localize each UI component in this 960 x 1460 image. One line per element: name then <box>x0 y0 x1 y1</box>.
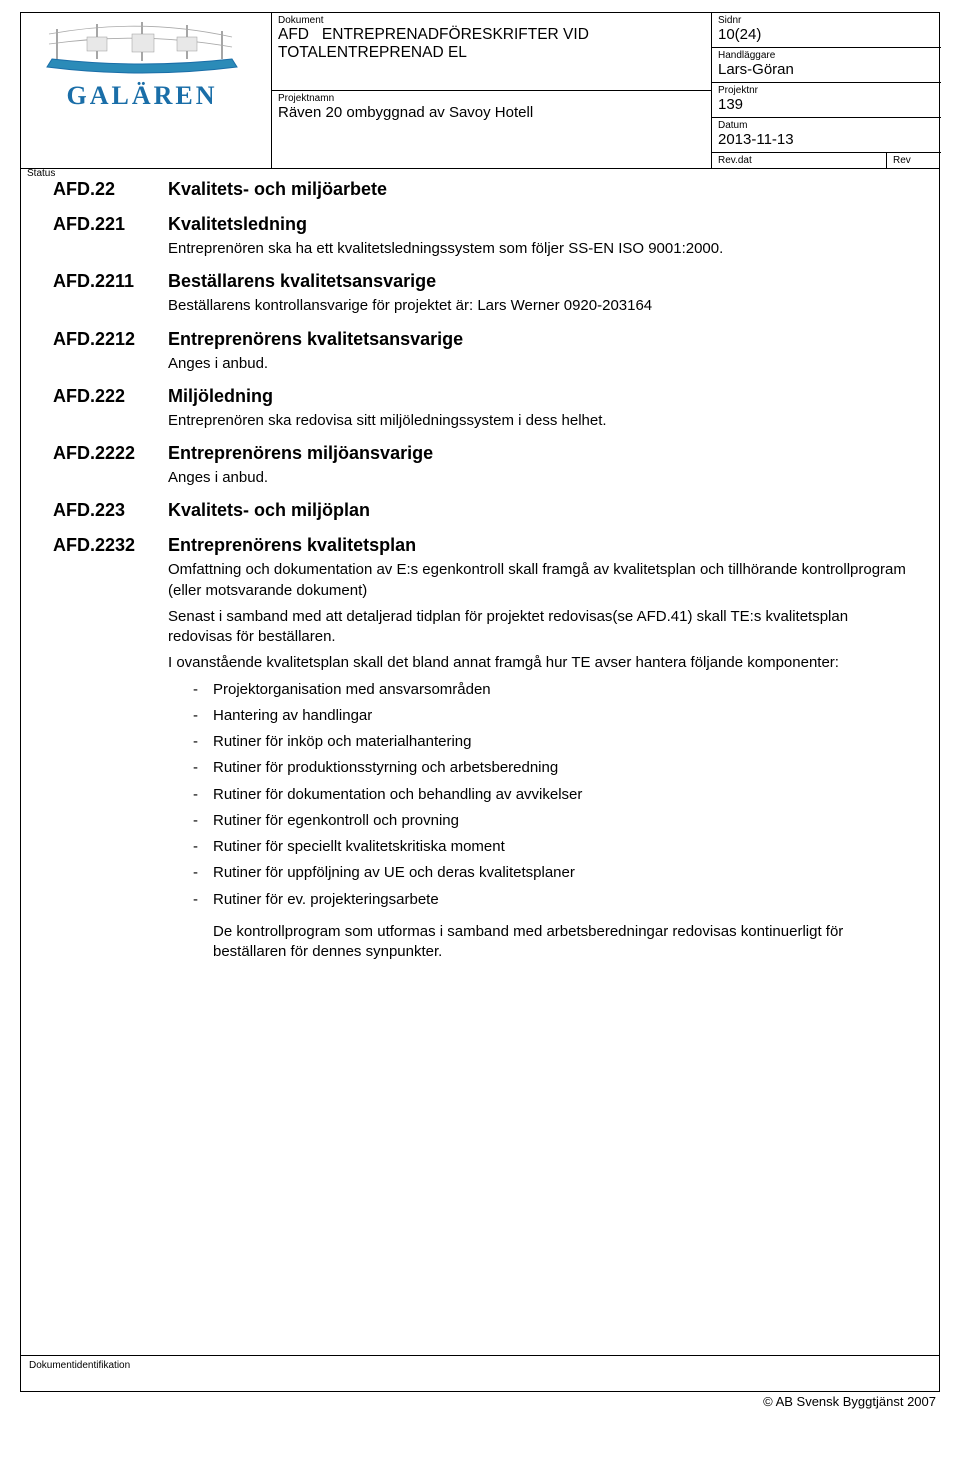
section-afd222: AFD.222 Miljöledning <box>53 386 907 407</box>
paragraph: De kontrollprogram som utformas i samban… <box>213 922 907 963</box>
section-afd223: AFD.223 Kvalitets- och miljöplan <box>53 500 907 521</box>
section-code: AFD.221 <box>53 214 168 235</box>
sidnr-label: Sidnr <box>718 15 935 26</box>
section-title: Kvalitets- och miljöplan <box>168 500 370 521</box>
revdat-label: Rev.dat <box>718 155 880 166</box>
datum-value: 2013-11-13 <box>718 131 935 148</box>
list-item: Rutiner för produktionsstyrning och arbe… <box>213 758 907 778</box>
projektnr-label: Projektnr <box>718 85 935 96</box>
content-area: AFD.22 Kvalitets- och miljöarbete AFD.22… <box>21 169 939 978</box>
section-code: AFD.22 <box>53 179 168 200</box>
section-afd2222: AFD.2222 Entreprenörens miljöansvarige <box>53 443 907 464</box>
footer: Dokumentidentifikation <box>21 1355 939 1391</box>
paragraph: Anges i anbud. <box>168 354 907 374</box>
section-title: Kvalitets- och miljöarbete <box>168 179 387 200</box>
section-afd221: AFD.221 Kvalitetsledning <box>53 214 907 235</box>
revdat-cell: Rev.dat Rev <box>712 153 941 168</box>
section-title: Beställarens kvalitetsansvarige <box>168 271 436 292</box>
header: GALÄREN Dokument AFD ENTREPRENADFÖRESKRI… <box>21 13 939 169</box>
handlaggare-value: Lars-Göran <box>718 61 935 78</box>
section-title: Entreprenörens kvalitetsansvarige <box>168 329 463 350</box>
section-afd2212: AFD.2212 Entreprenörens kvalitetsansvari… <box>53 329 907 350</box>
list-item: Rutiner för egenkontroll och provning <box>213 811 907 831</box>
projektnr-value: 139 <box>718 96 935 113</box>
header-right-column: Sidnr 10(24) Handläggare Lars-Göran Proj… <box>711 13 941 168</box>
rev-label: Rev <box>893 155 935 166</box>
handlaggare-cell: Handläggare Lars-Göran <box>712 48 941 83</box>
section-code: AFD.223 <box>53 500 168 521</box>
list-item: Projektorganisation med ansvarsområden <box>213 680 907 700</box>
projektnamn-label: Projektnamn <box>278 93 705 104</box>
paragraph: Beställarens kontrollansvarige för proje… <box>168 296 907 316</box>
datum-cell: Datum 2013-11-13 <box>712 118 941 153</box>
paragraph: Entreprenören ska redovisa sitt miljöled… <box>168 411 907 431</box>
paragraph: I ovanstående kvalitetsplan skall det bl… <box>168 653 907 673</box>
list-item: Hantering av handlingar <box>213 706 907 726</box>
list-item: Rutiner för ev. projekteringsarbete <box>213 890 907 910</box>
projektnr-cell: Projektnr 139 <box>712 83 941 118</box>
paragraph: Entreprenören ska ha ett kvalitetslednin… <box>168 239 907 259</box>
section-code: AFD.2222 <box>53 443 168 464</box>
copyright-text: © AB Svensk Byggtjänst 2007 <box>20 1394 940 1409</box>
section-title: Entreprenörens miljöansvarige <box>168 443 433 464</box>
paragraph: Senast i samband med att detaljerad tidp… <box>168 607 907 648</box>
section-title: Miljöledning <box>168 386 273 407</box>
section-afd2211: AFD.2211 Beställarens kvalitetsansvarige <box>53 271 907 292</box>
header-middle-column: Dokument AFD ENTREPRENADFÖRESKRIFTER VID… <box>271 13 711 168</box>
logo-box: GALÄREN <box>27 19 257 115</box>
logo-text: GALÄREN <box>27 79 257 115</box>
ship-icon <box>27 19 257 79</box>
page-frame: GALÄREN Dokument AFD ENTREPRENADFÖRESKRI… <box>20 12 940 1392</box>
section-code: AFD.222 <box>53 386 168 407</box>
paragraph: Omfattning och dokumentation av E:s egen… <box>168 560 907 601</box>
dokument-label: Dokument <box>278 15 705 26</box>
status-label: Status <box>27 168 55 179</box>
dokument-value: AFD ENTREPRENADFÖRESKRIFTER VID TOTALENT… <box>278 26 705 62</box>
projektnamn-value: Räven 20 ombyggnad av Savoy Hotell <box>278 104 705 121</box>
bullet-list: Projektorganisation med ansvarsområden H… <box>193 680 907 910</box>
paragraph: Anges i anbud. <box>168 468 907 488</box>
section-code: AFD.2232 <box>53 535 168 556</box>
section-code: AFD.2211 <box>53 271 168 292</box>
section-code: AFD.2212 <box>53 329 168 350</box>
dokument-cell: Dokument AFD ENTREPRENADFÖRESKRIFTER VID… <box>272 13 711 91</box>
sidnr-value: 10(24) <box>718 26 935 43</box>
datum-label: Datum <box>718 120 935 131</box>
list-item: Rutiner för uppföljning av UE och deras … <box>213 863 907 883</box>
section-title: Kvalitetsledning <box>168 214 307 235</box>
section-afd2232: AFD.2232 Entreprenörens kvalitetsplan <box>53 535 907 556</box>
section-title: Entreprenörens kvalitetsplan <box>168 535 416 556</box>
section-afd22: AFD.22 Kvalitets- och miljöarbete <box>53 179 907 200</box>
list-item: Rutiner för inköp och materialhantering <box>213 732 907 752</box>
dokumentid-label: Dokumentidentifikation <box>29 1360 130 1391</box>
list-item: Rutiner för speciellt kvalitetskritiska … <box>213 837 907 857</box>
list-item: Rutiner för dokumentation och behandling… <box>213 785 907 805</box>
projektnamn-cell: Projektnamn Räven 20 ombyggnad av Savoy … <box>272 91 711 125</box>
header-logo-cell: GALÄREN <box>21 13 271 168</box>
handlaggare-label: Handläggare <box>718 50 935 61</box>
sidnr-cell: Sidnr 10(24) <box>712 13 941 48</box>
